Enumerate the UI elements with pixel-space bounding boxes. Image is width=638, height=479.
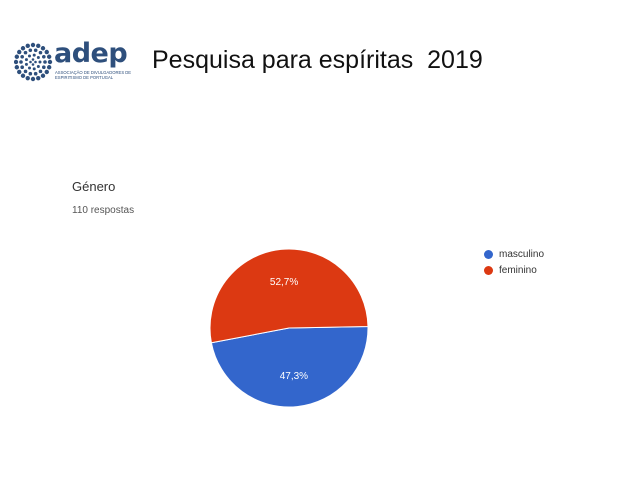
question-title: Género bbox=[72, 179, 116, 194]
pie-slice-feminino bbox=[209, 248, 369, 344]
dotted-circle-logo-icon bbox=[14, 42, 53, 82]
legend-label-feminino: feminino bbox=[499, 264, 537, 276]
response-count: 110 respostas bbox=[72, 205, 135, 216]
slide-title: Pesquisa para espíritas 2019 bbox=[152, 46, 483, 74]
pie-label-masculino: 47,3% bbox=[280, 371, 308, 382]
logo-subtitle: Associação de Divulgadores de Espiritism… bbox=[55, 70, 132, 80]
legend-dot-masculino bbox=[484, 249, 493, 259]
legend-item-feminino[interactable]: feminino bbox=[484, 263, 544, 277]
logo-wordmark: adep bbox=[54, 38, 128, 69]
pie-label-feminino: 52,7% bbox=[270, 277, 298, 288]
legend-label-masculino: masculino bbox=[499, 248, 545, 260]
legend-dot-feminino bbox=[484, 265, 493, 275]
chart-legend: masculino feminino bbox=[484, 247, 544, 279]
pie-chart: 47,3% 52,7% bbox=[200, 245, 380, 415]
pie-slice-masculino bbox=[210, 326, 369, 408]
adep-logo: adep Associação de Divulgadores de Espir… bbox=[14, 38, 131, 84]
pie-chart-svg: 47,3% 52,7% bbox=[209, 248, 369, 408]
legend-item-masculino[interactable]: masculino bbox=[484, 247, 544, 261]
